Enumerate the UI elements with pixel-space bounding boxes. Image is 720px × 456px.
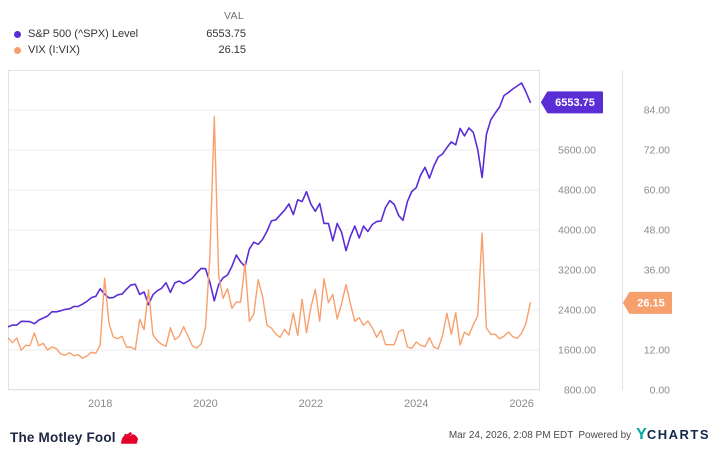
timestamp: Mar 24, 2026, 2:08 PM EDT xyxy=(448,429,574,441)
vix-series-swatch xyxy=(14,46,21,54)
vix-axis-tick: 36.00 xyxy=(644,265,670,277)
sp500-axis-tick: 5600.00 xyxy=(558,145,596,157)
vix-last-value-badge xyxy=(623,291,672,314)
vix-axis-tick: 72.00 xyxy=(644,145,670,157)
vix-axis-tick: 48.00 xyxy=(644,225,670,237)
footer: The Motley Fool Mar 24, 2026, 2:08 PM ED… xyxy=(0,412,720,456)
sp500-axis-tick: 4800.00 xyxy=(558,185,596,197)
sp500-axis-tick: 2400.00 xyxy=(558,305,596,317)
vix-axis-tick: 60.00 xyxy=(644,185,670,197)
x-axis-tick: 2024 xyxy=(404,398,428,410)
ycharts-logo[interactable]: Y CHARTS xyxy=(636,426,710,444)
sp500-axis-tick: 3200.00 xyxy=(558,265,596,277)
ycharts-y-mark: Y xyxy=(636,426,647,443)
series-line-sp500 xyxy=(8,82,532,328)
sp500-series-label: S&P 500 (^SPX) Level xyxy=(28,28,139,40)
sp500-axis-tick: 4000.00 xyxy=(558,225,596,237)
credits: Mar 24, 2026, 2:08 PM EDT Powered by Y C… xyxy=(449,426,710,444)
sp500-series-value: 6553.75 xyxy=(206,28,246,40)
x-axis-tick: 2018 xyxy=(88,398,112,410)
vix-series-value: 26.15 xyxy=(218,44,246,56)
powered-by-label: Powered by xyxy=(578,429,632,441)
legend: VAL S&P 500 (^SPX) Level 6553.75 VIX (I:… xyxy=(14,10,246,58)
plot-border xyxy=(8,70,540,390)
legend-item-vix[interactable]: VIX (I:VIX) 26.15 xyxy=(14,42,246,58)
sp500-axis-tick: 800.00 xyxy=(564,385,596,397)
sp500-axis-tick: 1600.00 xyxy=(558,345,596,357)
ycharts-wordmark: CHARTS xyxy=(646,427,710,442)
legend-val-header: VAL xyxy=(224,10,244,22)
motley-fool-wordmark: The Motley Fool xyxy=(10,430,116,445)
vix-axis-tick: 84.00 xyxy=(644,105,670,117)
vix-last-value-badge-label: 26.15 xyxy=(637,297,665,309)
motley-fool-logo[interactable]: The Motley Fool xyxy=(10,430,139,445)
vix-axis-tick: 0.00 xyxy=(650,385,671,397)
jester-hat-icon xyxy=(120,431,138,444)
price-chart: 800.00 1600.00 2400.00 3200.00 4000.00 4800.0… xyxy=(8,70,672,410)
vix-axis-tick: 12.00 xyxy=(644,345,670,357)
legend-item-sp500[interactable]: S&P 500 (^SPX) Level 6553.75 xyxy=(14,26,246,42)
x-axis-tick: 2026 xyxy=(509,398,533,410)
sp500-last-value-badge-label: 6553.75 xyxy=(555,97,595,109)
x-axis-tick: 2020 xyxy=(193,398,217,410)
vix-series-label: VIX (I:VIX) xyxy=(28,44,80,56)
series-line-vix xyxy=(8,116,531,359)
x-axis-tick: 2022 xyxy=(299,398,323,410)
sp500-series-swatch xyxy=(14,30,21,38)
sp500-last-value-badge xyxy=(541,91,603,114)
